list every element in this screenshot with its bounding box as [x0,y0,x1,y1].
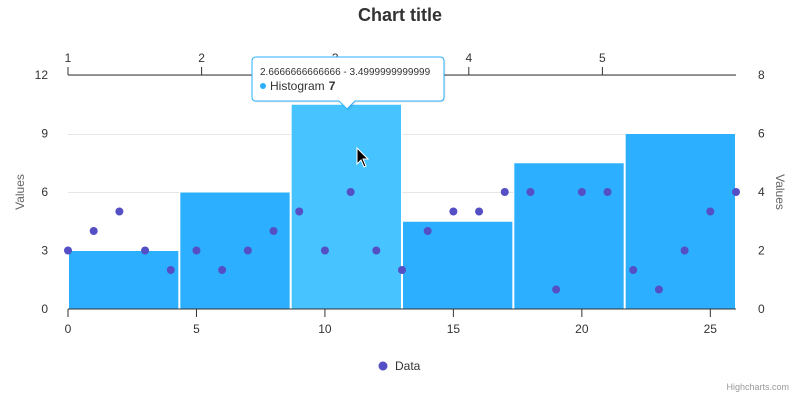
histogram-bar[interactable] [402,220,514,310]
scatter-point[interactable] [603,188,612,196]
scatter-point[interactable] [192,246,201,255]
scatter-point[interactable] [552,285,561,294]
scatter-point[interactable] [166,266,175,274]
legend[interactable]: Data [378,359,421,373]
scatter-point[interactable] [218,266,227,274]
x-bottom-tick-label: 5 [193,322,200,336]
scatter-point[interactable] [423,227,432,235]
x-bottom-tick-label: 15 [447,322,461,336]
scatter-point[interactable] [500,188,509,196]
histogram-bar[interactable] [290,103,402,310]
scatter-point[interactable] [89,227,98,235]
scatter-point[interactable] [64,246,72,255]
scatter-point[interactable] [269,227,278,235]
histogram-series[interactable] [68,103,737,310]
chart-title: Chart title [358,5,442,25]
tooltip-range: 2.6666666666666 - 3.4999999999999 [260,67,431,78]
mouse-cursor-icon [356,146,370,168]
tooltip-line: Histogram 7 [270,79,336,93]
tooltip-value: 7 [329,79,336,93]
y-right-tick-label: 6 [758,127,765,141]
x-bottom-tick-label: 10 [318,322,332,336]
scatter-point[interactable] [141,246,150,255]
tooltip-box [251,56,445,110]
x-top-tick-label: 2 [198,51,205,65]
legend-label-data[interactable]: Data [395,359,421,373]
scatter-series[interactable] [64,188,740,294]
scatter-point[interactable] [680,246,689,255]
y-right-tick-label: 0 [758,302,765,316]
legend-marker-data[interactable] [378,361,388,371]
scatter-point[interactable] [320,246,329,255]
x-bottom-tick-label: 25 [704,322,718,336]
y-right-tick-label: 4 [758,185,765,199]
scatter-point[interactable] [732,188,740,196]
y-left-tick-label: 12 [35,68,49,82]
tooltip: 2.6666666666666 - 3.4999999999999 Histog… [251,56,446,111]
y-right-tick-label: 8 [758,68,765,82]
scatter-point[interactable] [346,188,355,196]
x-bottom-tick-label: 20 [575,322,589,336]
x-top-tick-label: 1 [65,51,72,65]
histogram-bar[interactable] [513,162,625,310]
y-axis-left: 0 3 6 9 12 [35,68,49,316]
y-left-tick-label: 6 [41,185,48,199]
scatter-point[interactable] [372,246,381,255]
scatter-point[interactable] [475,207,484,216]
scatter-point[interactable] [295,207,304,216]
histogram-bar[interactable] [68,250,180,310]
credits-link[interactable]: Highcharts.com [726,382,789,392]
y-axis-right: 0 2 4 6 8 [758,68,765,316]
y-right-tick-label: 2 [758,244,765,258]
x-top-tick-label: 4 [465,51,472,65]
y-left-tick-label: 0 [41,302,48,316]
scatter-point[interactable] [449,207,458,216]
y-left-tick-label: 3 [41,244,48,258]
scatter-point[interactable] [654,285,663,294]
scatter-point[interactable] [526,188,535,196]
scatter-point[interactable] [398,266,406,274]
x-bottom-tick-label: 0 [65,322,72,336]
scatter-point[interactable] [577,188,586,196]
scatter-point[interactable] [243,246,252,255]
tooltip-series-label: Histogram [270,79,325,93]
x-top-tick-label: 5 [599,51,606,65]
tooltip-series-marker [260,83,266,89]
y-left-tick-label: 9 [41,127,48,141]
y-axis-right-title: Values [773,174,787,210]
scatter-point[interactable] [629,266,638,274]
scatter-point[interactable] [115,207,124,216]
y-axis-left-title: Values [13,174,27,210]
x-axis-bottom: 0 5 10 15 20 25 [65,309,718,336]
scatter-point[interactable] [706,207,715,216]
histogram-bar[interactable] [624,133,737,310]
